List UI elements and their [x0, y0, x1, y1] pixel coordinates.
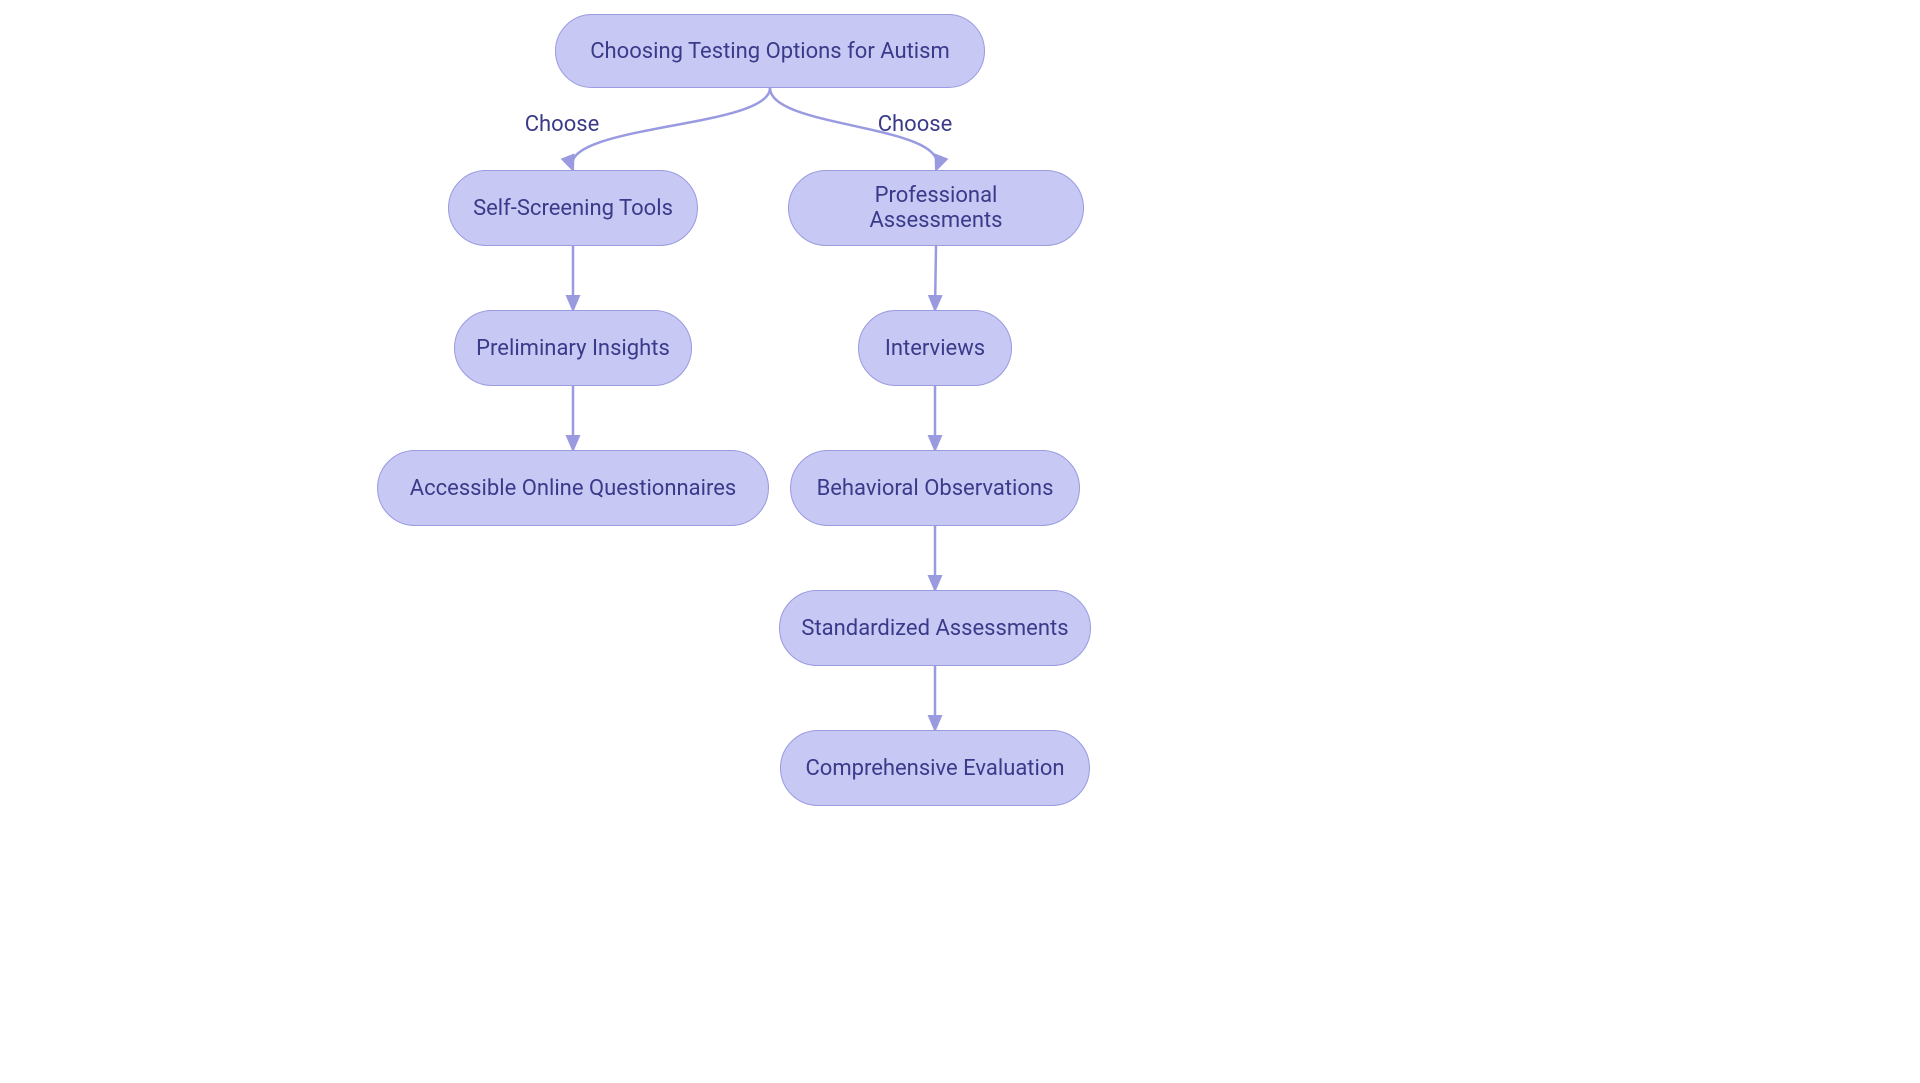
flowchart-node-behav: Behavioral Observations — [790, 450, 1080, 526]
flowchart-node-quest: Accessible Online Questionnaires — [377, 450, 769, 526]
flowchart-node-comp: Comprehensive Evaluation — [780, 730, 1090, 806]
flowchart-node-prelim: Preliminary Insights — [454, 310, 692, 386]
flowchart-node-int: Interviews — [858, 310, 1012, 386]
flowchart-node-std: Standardized Assessments — [779, 590, 1091, 666]
edge-prof-to-int — [935, 246, 936, 310]
flowchart-node-root: Choosing Testing Options for Autism — [555, 14, 985, 88]
edge-label-root-to-self: Choose — [512, 112, 612, 137]
flowchart-node-prof: Professional Assessments — [788, 170, 1084, 246]
flowchart-node-self: Self-Screening Tools — [448, 170, 698, 246]
edge-layer — [0, 0, 1920, 1083]
edge-label-root-to-prof: Choose — [865, 112, 965, 137]
